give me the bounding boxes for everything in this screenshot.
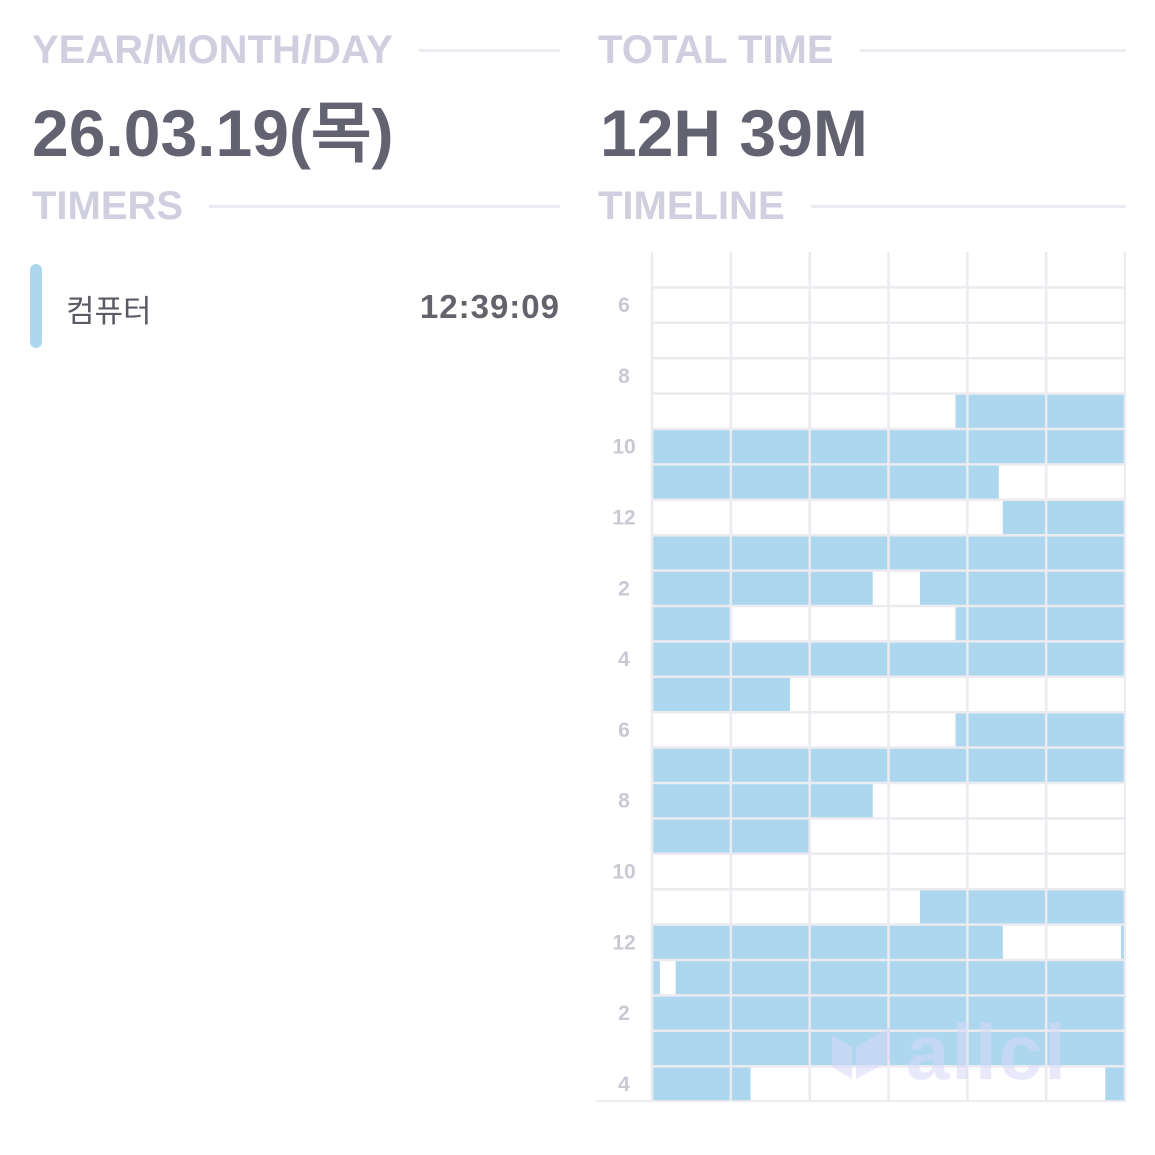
- hour-label: 8: [618, 365, 630, 388]
- time-block: [652, 570, 873, 606]
- time-block: [920, 889, 1125, 925]
- timeline-header-rule: [810, 205, 1126, 208]
- time-block: [1105, 1066, 1125, 1102]
- time-block: [955, 606, 1125, 642]
- total-time-header-label: TOTAL TIME: [598, 28, 834, 72]
- hour-label: 6: [618, 294, 630, 317]
- time-block: [652, 676, 790, 713]
- timeline-header: TIMELINE: [598, 184, 1126, 229]
- date-value: 26.03.19(목): [32, 96, 394, 170]
- hour-label: 8: [618, 790, 630, 813]
- hour-label: 10: [612, 861, 635, 884]
- date-header-rule: [418, 49, 560, 52]
- time-block: [652, 783, 873, 819]
- timers-header: TIMERS: [32, 184, 560, 229]
- timers-header-label: TIMERS: [32, 184, 184, 228]
- timers-header-rule: [209, 205, 560, 208]
- time-block: [652, 924, 1003, 960]
- time-block: [955, 393, 1125, 429]
- hour-label: 6: [618, 719, 630, 742]
- timer-color-indicator: [30, 264, 42, 348]
- hour-label: 2: [618, 1002, 630, 1025]
- hour-label: 4: [618, 1073, 630, 1096]
- timer-item[interactable]: 컴퓨터 12:39:09: [30, 264, 560, 348]
- hour-label: 4: [618, 648, 630, 671]
- time-block: [955, 712, 1125, 748]
- date-header: YEAR/MONTH/DAY: [32, 28, 560, 73]
- time-block: [675, 960, 1125, 996]
- time-block: [652, 1066, 751, 1102]
- time-block: [652, 960, 660, 996]
- date-header-label: YEAR/MONTH/DAY: [32, 28, 393, 72]
- timer-name: 컴퓨터: [66, 294, 152, 330]
- timeline-chart: 6 8 10 12 2 4 6 8 10 12 2 4: [596, 252, 1126, 1102]
- hour-label: 2: [618, 577, 630, 600]
- time-block: [652, 606, 731, 642]
- hour-label: 10: [612, 436, 635, 459]
- time-block: [1121, 924, 1125, 960]
- time-block: [1002, 499, 1125, 536]
- time-block: [920, 570, 1125, 606]
- total-time-header-rule: [859, 49, 1126, 52]
- timeline-header-label: TIMELINE: [598, 184, 785, 228]
- timeline-grid: 6 8 10 12 2 4 6 8 10 12 2 4: [596, 252, 1126, 1102]
- timer-elapsed: 12:39:09: [419, 288, 560, 325]
- total-time-value: 12H 39M: [600, 96, 868, 170]
- total-time-header: TOTAL TIME: [598, 28, 1126, 73]
- hour-label: 12: [612, 507, 635, 530]
- hour-label: 12: [612, 931, 635, 954]
- time-block: [652, 464, 999, 500]
